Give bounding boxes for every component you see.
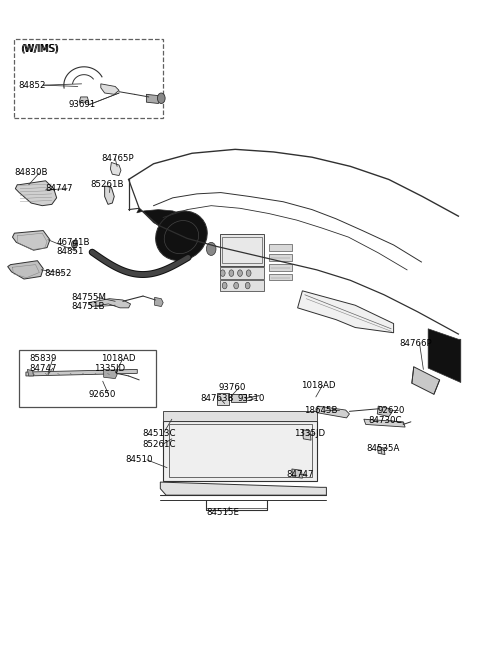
Text: 84763B: 84763B: [201, 394, 234, 403]
Circle shape: [229, 270, 234, 276]
Polygon shape: [89, 299, 131, 308]
FancyBboxPatch shape: [14, 39, 163, 118]
Text: 93760: 93760: [218, 383, 246, 392]
FancyBboxPatch shape: [220, 267, 264, 279]
Polygon shape: [101, 84, 119, 94]
Polygon shape: [298, 291, 394, 333]
Text: 85261B: 85261B: [90, 180, 124, 189]
Circle shape: [222, 282, 227, 289]
Text: 84730C: 84730C: [369, 416, 402, 425]
Text: 1018AD: 1018AD: [301, 381, 336, 390]
FancyBboxPatch shape: [217, 393, 229, 405]
Text: 84852: 84852: [18, 81, 46, 90]
Polygon shape: [105, 186, 114, 204]
FancyBboxPatch shape: [73, 240, 77, 245]
Text: 84515E: 84515E: [206, 508, 240, 517]
Polygon shape: [302, 430, 311, 440]
Text: 18645B: 18645B: [304, 405, 338, 415]
Polygon shape: [27, 369, 34, 376]
Polygon shape: [412, 367, 440, 394]
Text: (W/IMS): (W/IMS): [20, 43, 58, 54]
Text: 93510: 93510: [237, 394, 264, 403]
Polygon shape: [317, 406, 349, 418]
Polygon shape: [137, 208, 192, 231]
FancyBboxPatch shape: [163, 411, 317, 421]
Polygon shape: [377, 447, 385, 455]
Text: 84747: 84747: [45, 184, 72, 193]
Polygon shape: [8, 261, 43, 279]
Text: 93691: 93691: [68, 100, 96, 109]
FancyBboxPatch shape: [19, 350, 156, 407]
Circle shape: [245, 282, 250, 289]
Text: 84852: 84852: [44, 269, 72, 278]
Circle shape: [234, 282, 239, 289]
Polygon shape: [377, 406, 392, 417]
Text: 92620: 92620: [377, 405, 405, 415]
Text: 85261C: 85261C: [142, 440, 176, 449]
Text: 84751B: 84751B: [71, 302, 105, 311]
Text: 84747: 84747: [286, 470, 313, 479]
FancyBboxPatch shape: [269, 264, 292, 271]
Circle shape: [157, 93, 165, 103]
Polygon shape: [104, 369, 117, 379]
Circle shape: [206, 242, 216, 255]
Circle shape: [72, 240, 77, 248]
FancyBboxPatch shape: [220, 234, 264, 266]
Text: 46741B: 46741B: [57, 238, 90, 247]
Polygon shape: [110, 162, 121, 176]
Polygon shape: [12, 231, 50, 250]
Polygon shape: [26, 369, 137, 376]
Text: 84535A: 84535A: [367, 443, 400, 453]
Text: 84765P: 84765P: [102, 154, 134, 163]
Polygon shape: [160, 482, 326, 495]
Polygon shape: [364, 419, 405, 427]
Polygon shape: [79, 97, 89, 102]
Text: (W/IMS): (W/IMS): [21, 43, 59, 54]
Polygon shape: [15, 181, 57, 206]
Polygon shape: [428, 329, 461, 383]
FancyBboxPatch shape: [220, 280, 264, 291]
Text: 84830B: 84830B: [14, 168, 48, 178]
Text: 84510: 84510: [126, 455, 153, 464]
FancyBboxPatch shape: [231, 394, 246, 402]
Text: 92650: 92650: [89, 390, 116, 399]
Polygon shape: [146, 94, 160, 103]
Text: 84851: 84851: [57, 247, 84, 256]
Circle shape: [220, 270, 225, 276]
Polygon shape: [292, 469, 302, 478]
Text: 84513C: 84513C: [142, 429, 176, 438]
Text: 1335JD: 1335JD: [94, 364, 125, 373]
Text: 84766P: 84766P: [399, 339, 432, 348]
Text: 1018AD: 1018AD: [101, 354, 135, 364]
Text: 84755M: 84755M: [71, 293, 106, 302]
FancyBboxPatch shape: [163, 421, 317, 481]
Text: 85839: 85839: [30, 354, 57, 364]
Text: 84747: 84747: [30, 364, 57, 373]
Text: 1335JD: 1335JD: [294, 429, 325, 438]
FancyBboxPatch shape: [269, 274, 292, 280]
FancyBboxPatch shape: [269, 244, 292, 251]
FancyBboxPatch shape: [269, 254, 292, 261]
Polygon shape: [155, 297, 163, 307]
Ellipse shape: [156, 211, 207, 261]
Circle shape: [246, 270, 251, 276]
Circle shape: [238, 270, 242, 276]
